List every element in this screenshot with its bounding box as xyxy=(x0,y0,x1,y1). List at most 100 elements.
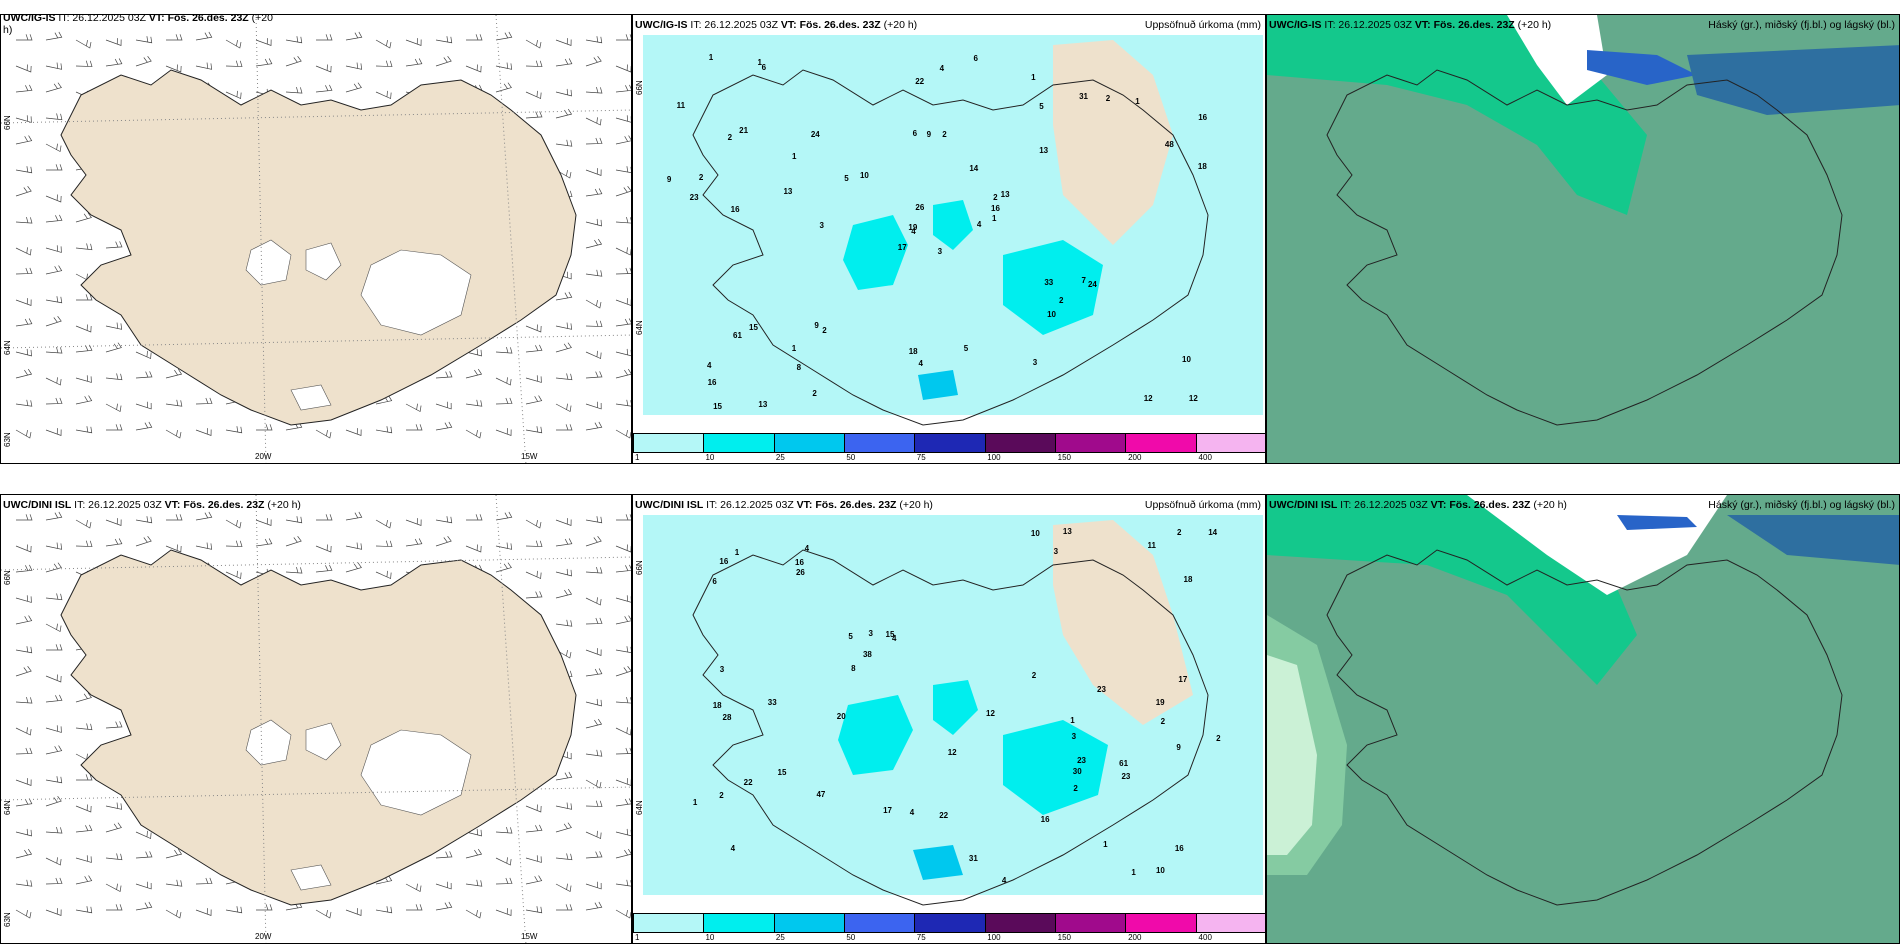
precip-value: 2 xyxy=(1177,528,1182,538)
wind-barb xyxy=(615,595,631,603)
wind-barb xyxy=(135,536,152,547)
precip-value: 17 xyxy=(1178,674,1188,684)
wind-barb xyxy=(555,88,572,97)
wind-barb xyxy=(15,747,33,755)
panel-header: UWC/DINI ISL IT: 26.12.2025 03Z VT: Fös.… xyxy=(3,499,301,511)
wind-barb xyxy=(135,56,152,67)
wind-barb xyxy=(555,649,572,659)
wind-barb xyxy=(615,298,631,306)
precip-value: 28 xyxy=(722,713,732,723)
cloud-map-panel-top: UWC/IG-IS IT: 26.12.2025 03Z VT: Fös. 26… xyxy=(1266,14,1900,464)
wind-barb xyxy=(615,368,631,379)
wind-barb xyxy=(465,879,483,887)
wind-barb xyxy=(585,718,603,729)
wind-barb xyxy=(465,348,482,357)
precip-value: 8 xyxy=(851,664,856,674)
precip-value: 9 xyxy=(926,129,932,139)
wind-barb xyxy=(15,696,33,704)
wind-barb xyxy=(75,60,93,67)
panel-header: UWC/DINI ISL IT: 26.12.2025 03Z VT: Fös.… xyxy=(1269,499,1895,511)
wind-barb xyxy=(375,90,392,100)
precip-value: 2 xyxy=(1216,733,1221,743)
precip-value: 9 xyxy=(666,174,672,184)
wind-barb xyxy=(75,723,93,731)
wind-barb xyxy=(15,727,32,736)
wind-barb xyxy=(135,881,152,890)
wind-barb xyxy=(585,851,603,859)
wind-barb xyxy=(105,883,122,893)
wind-barb xyxy=(15,64,32,73)
precip-value: 38 xyxy=(862,650,872,660)
dry-area-east xyxy=(1053,40,1173,245)
wind-barb xyxy=(585,881,602,890)
precip-value: 17 xyxy=(897,243,907,253)
wind-barb xyxy=(585,779,602,789)
colorbar-ticks: 1 10 25 50 75 100 150 200 400 xyxy=(633,933,1265,943)
wind-barb xyxy=(315,544,332,553)
precip-value: 6 xyxy=(761,63,767,73)
graticule xyxy=(1,495,631,943)
precip-value: 6 xyxy=(712,577,717,587)
wind-barb xyxy=(585,269,603,277)
wind-barb xyxy=(585,117,602,126)
wind-barb xyxy=(465,368,483,379)
colorbar-ticks: 1 10 25 50 75 100 150 200 400 xyxy=(633,453,1265,463)
precip-value: 1 xyxy=(791,343,797,353)
precip-value: 18 xyxy=(1183,574,1193,584)
wind-barb xyxy=(615,186,631,197)
wind-barb xyxy=(15,247,32,256)
wind-barb xyxy=(315,84,333,93)
wind-barb xyxy=(45,511,63,521)
wind-barb xyxy=(585,350,602,360)
wind-barb xyxy=(16,514,33,521)
panel-header-right: Uppsöfnuð úrkoma (mm) xyxy=(1144,499,1261,511)
precip-value: 4 xyxy=(939,63,945,73)
wind-barb xyxy=(525,519,542,529)
wind-barb xyxy=(375,39,392,49)
precip-value: 2 xyxy=(1105,94,1111,104)
glacier-hofsjokull xyxy=(305,722,342,761)
colorbar-tick-label: 50 xyxy=(846,453,856,462)
wind-barb xyxy=(45,377,62,386)
precip-value: 4 xyxy=(706,361,712,371)
wind-barb xyxy=(105,58,123,67)
wind-barb xyxy=(45,593,63,601)
cloud-high-east xyxy=(1727,515,1899,565)
wind-barb xyxy=(555,619,573,627)
wind-barb xyxy=(75,212,92,223)
wind-barb xyxy=(15,778,32,786)
wind-barb xyxy=(165,429,182,439)
precip-cell-3 xyxy=(933,680,978,735)
precip-cell-3 xyxy=(933,200,973,250)
wind-barb xyxy=(195,908,212,916)
precip-value: 11 xyxy=(1147,540,1156,550)
precip-value: 5 xyxy=(848,631,853,641)
wind-barb xyxy=(435,901,453,911)
precip-value: 3 xyxy=(1053,547,1059,557)
precip-value: 16 xyxy=(707,378,717,388)
wind-barb xyxy=(105,342,122,353)
wind-barb xyxy=(15,348,32,357)
wind-barb xyxy=(615,429,631,439)
colorbar-swatch xyxy=(1126,434,1197,452)
wind-barb xyxy=(525,570,542,580)
wind-barb xyxy=(525,855,542,863)
wind-barb xyxy=(615,267,631,275)
wind-barb xyxy=(166,34,183,41)
precip-value: 5 xyxy=(963,344,969,354)
wind-barb xyxy=(15,544,32,553)
wind-barb xyxy=(555,373,573,381)
colorbar-swatch xyxy=(844,914,916,932)
wind-barb xyxy=(556,424,573,431)
wind-barb xyxy=(345,562,362,573)
wind-barb xyxy=(195,877,213,885)
wind-barb xyxy=(316,34,333,41)
lat-label-66n: 66N xyxy=(3,570,12,585)
wind-barb xyxy=(375,60,393,67)
glacier-vatnajokull xyxy=(360,729,472,816)
wind-barb xyxy=(555,291,573,301)
wind-barb xyxy=(105,241,123,249)
precip-value: 61 xyxy=(733,330,742,340)
wind-barb xyxy=(256,424,273,431)
wind-barb xyxy=(555,108,573,119)
